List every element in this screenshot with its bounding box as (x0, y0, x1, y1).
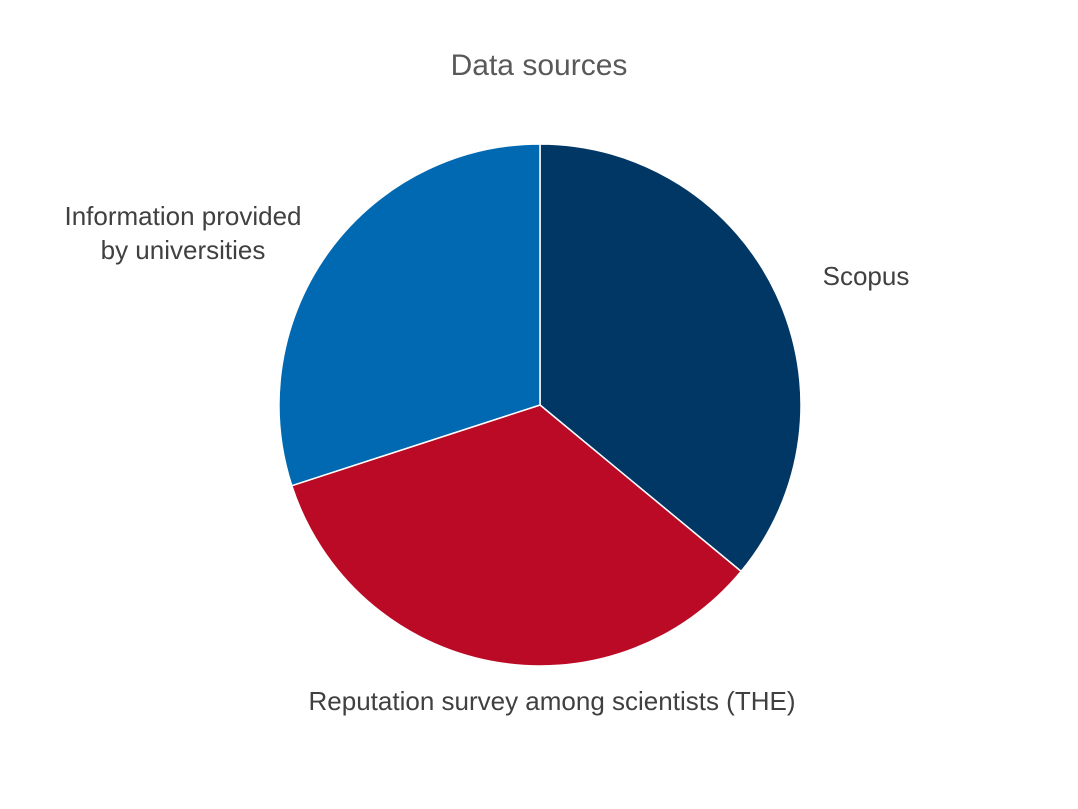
pie-slice-scopus (539, 143, 802, 573)
slice-label-scopus: Scopus (823, 261, 910, 291)
pie-slice-reputation-survey-among-scientists-the (290, 404, 743, 667)
slice-label-information-provided-by-universities: Information provided by universities (64, 201, 301, 265)
pie-labels: Scopus Reputation survey among scientists… (64, 201, 909, 716)
chart-title: Data sources (451, 49, 628, 82)
slice-label-reputation-survey-among-scientists-the: Reputation survey among scientists (THE) (309, 686, 796, 716)
pie-slices (278, 143, 802, 667)
pie-slice-information-provided-by-universities (278, 143, 541, 487)
